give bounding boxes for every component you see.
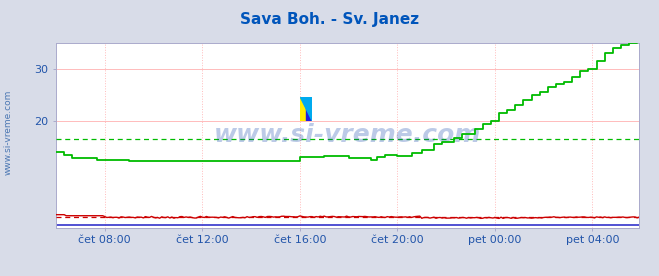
Text: www.si-vreme.com: www.si-vreme.com bbox=[4, 90, 13, 175]
Polygon shape bbox=[300, 97, 312, 121]
Bar bbox=[300, 97, 306, 121]
Text: Sava Boh. - Sv. Janez: Sava Boh. - Sv. Janez bbox=[240, 12, 419, 27]
Bar bbox=[306, 97, 312, 121]
Text: www.si-vreme.com: www.si-vreme.com bbox=[214, 123, 481, 147]
